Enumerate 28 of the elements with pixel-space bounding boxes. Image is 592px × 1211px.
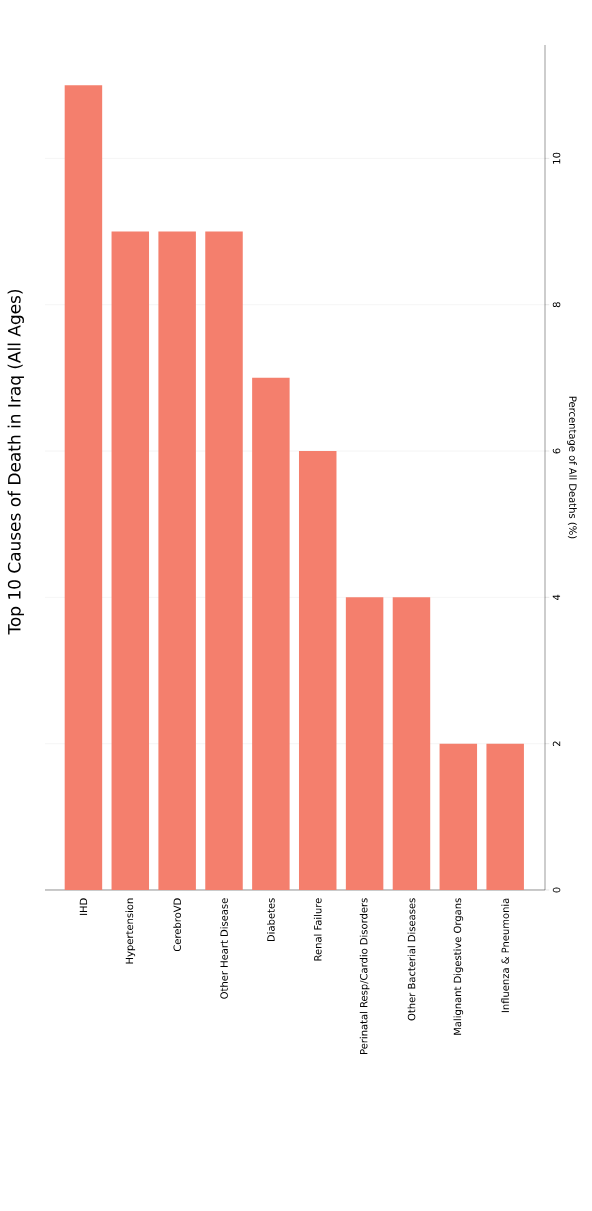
bar [392,597,431,890]
bar [252,377,290,890]
y-tick-label: 2 [552,741,561,747]
bar [205,231,243,890]
bar [64,85,103,890]
bar [298,451,337,890]
y-tick-label: 10 [552,152,561,164]
bar [486,743,524,890]
y-tick-label: 6 [552,448,561,454]
y-tick-label: 0 [552,887,561,893]
bar [111,231,150,890]
y-tick-label: 4 [552,594,561,601]
x-tick-label: Other Heart Disease [220,898,228,999]
x-tick-label: CerebroVD [173,898,181,952]
x-tick-label: Other Bacterial Diseases [407,898,416,1021]
x-tick-label: Influenza & Pneumonia [501,898,510,1013]
x-tick-label: Hypertension [125,898,136,964]
y-axis-title: Percentage of All Deaths (%) [567,396,577,539]
x-tick-label: Perinatal Resp/Cardio Disorders [359,898,370,1054]
bar [158,231,196,890]
x-tick-label: Diabetes [267,898,275,942]
text: Top 10 Causes of Death in Iraq (All Ages) [7,289,24,635]
bar [439,743,478,890]
bar [345,597,384,890]
x-tick-label: Renal Failure [313,898,322,961]
y-tick-label: 8 [552,302,561,308]
x-tick-label: IHD [79,898,88,915]
x-tick-label: Malignant Digestive Organs [453,898,464,1035]
